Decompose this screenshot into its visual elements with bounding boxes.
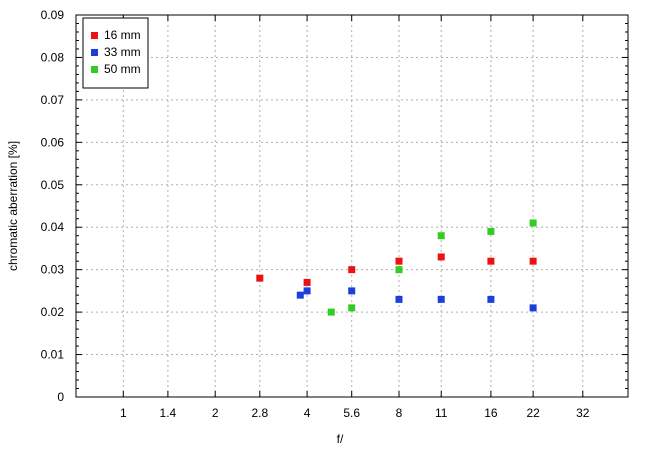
x-axis-label: f/ [337,432,344,446]
data-point-16-mm [395,257,403,265]
data-point-33-mm [529,304,537,312]
data-point-50-mm [437,232,445,240]
y-tick-label: 0 [57,390,64,404]
y-tick-label: 0.02 [41,305,65,319]
legend: 16 mm 33 mm 50 mm [82,17,149,89]
data-point-16-mm [529,257,537,265]
legend-marker [91,66,98,73]
data-point-50-mm [529,219,537,227]
x-axis-ticks: 1 1.4 2 2.8 4 5.6 8 11 16 22 32 [120,15,590,420]
x-tick-label: 16 [484,406,498,420]
data-point-33-mm [437,295,445,303]
y-tick-label: 0.06 [41,135,65,149]
data-point-16-mm [437,253,445,261]
y-tick-label: 0.01 [41,348,65,362]
data-point-33-mm [348,287,356,295]
data-point-33-mm [303,287,311,295]
y-axis-label: chromatic aberration [%] [6,141,20,271]
y-tick-label: 0.04 [41,220,65,234]
x-tick-label: 1.4 [160,406,177,420]
data-point-16-mm [348,266,356,274]
y-tick-label: 0.09 [41,8,65,22]
data-point-16-mm [487,257,495,265]
data-point-33-mm [395,295,403,303]
data-point-33-mm [296,291,304,299]
x-tick-label: 1 [120,406,127,420]
legend-marker [91,49,98,56]
data-point-50-mm [327,308,335,316]
x-tick-label: 4 [304,406,311,420]
data-points [256,219,537,316]
y-tick-label: 0.07 [41,93,65,107]
y-tick-label: 0.05 [41,178,65,192]
legend-box [82,17,149,89]
legend-marker [91,32,98,39]
x-tick-label: 22 [526,406,540,420]
y-tick-label: 0.03 [41,263,65,277]
data-point-16-mm [256,274,264,282]
data-point-16-mm [303,278,311,286]
x-tick-label: 11 [435,406,448,420]
x-tick-label: 8 [396,406,403,420]
x-tick-label: 5.6 [343,406,360,420]
data-point-50-mm [348,304,356,312]
legend-label: 16 mm [104,28,141,42]
data-point-50-mm [487,227,495,235]
data-point-33-mm [487,295,495,303]
y-axis-ticks: 0 0.01 0.02 0.03 0.04 0.05 0.06 0.07 0.08 0.09 [41,8,628,404]
data-point-50-mm [395,266,403,274]
x-tick-label: 32 [576,406,590,420]
x-tick-label: 2.8 [251,406,268,420]
legend-items: 16 mm 33 mm 50 mm [91,28,141,76]
x-tick-label: 2 [212,406,219,420]
y-tick-label: 0.08 [41,50,65,64]
legend-label: 50 mm [104,62,141,76]
grid-lines [76,15,628,397]
legend-label: 33 mm [104,45,141,59]
